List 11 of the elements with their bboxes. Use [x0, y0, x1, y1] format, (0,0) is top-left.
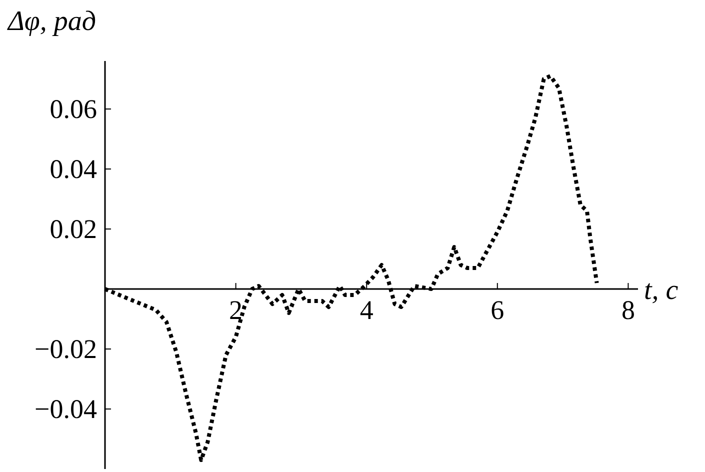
x-tick-label: 8 [621, 295, 635, 325]
y-tick-label: −0.02 [34, 334, 97, 364]
y-axis-title: Δφ, рад [7, 6, 96, 37]
y-tick-label: 0.02 [50, 214, 97, 244]
y-tick-label: 0.04 [50, 154, 98, 184]
y-tick-label: 0.06 [50, 94, 97, 124]
y-tick-label: −0.04 [34, 394, 98, 424]
x-tick-label: 2 [229, 295, 243, 325]
x-tick-label: 4 [360, 295, 374, 325]
x-tick-label: 6 [490, 295, 504, 325]
x-axis-title: t, с [644, 275, 679, 306]
